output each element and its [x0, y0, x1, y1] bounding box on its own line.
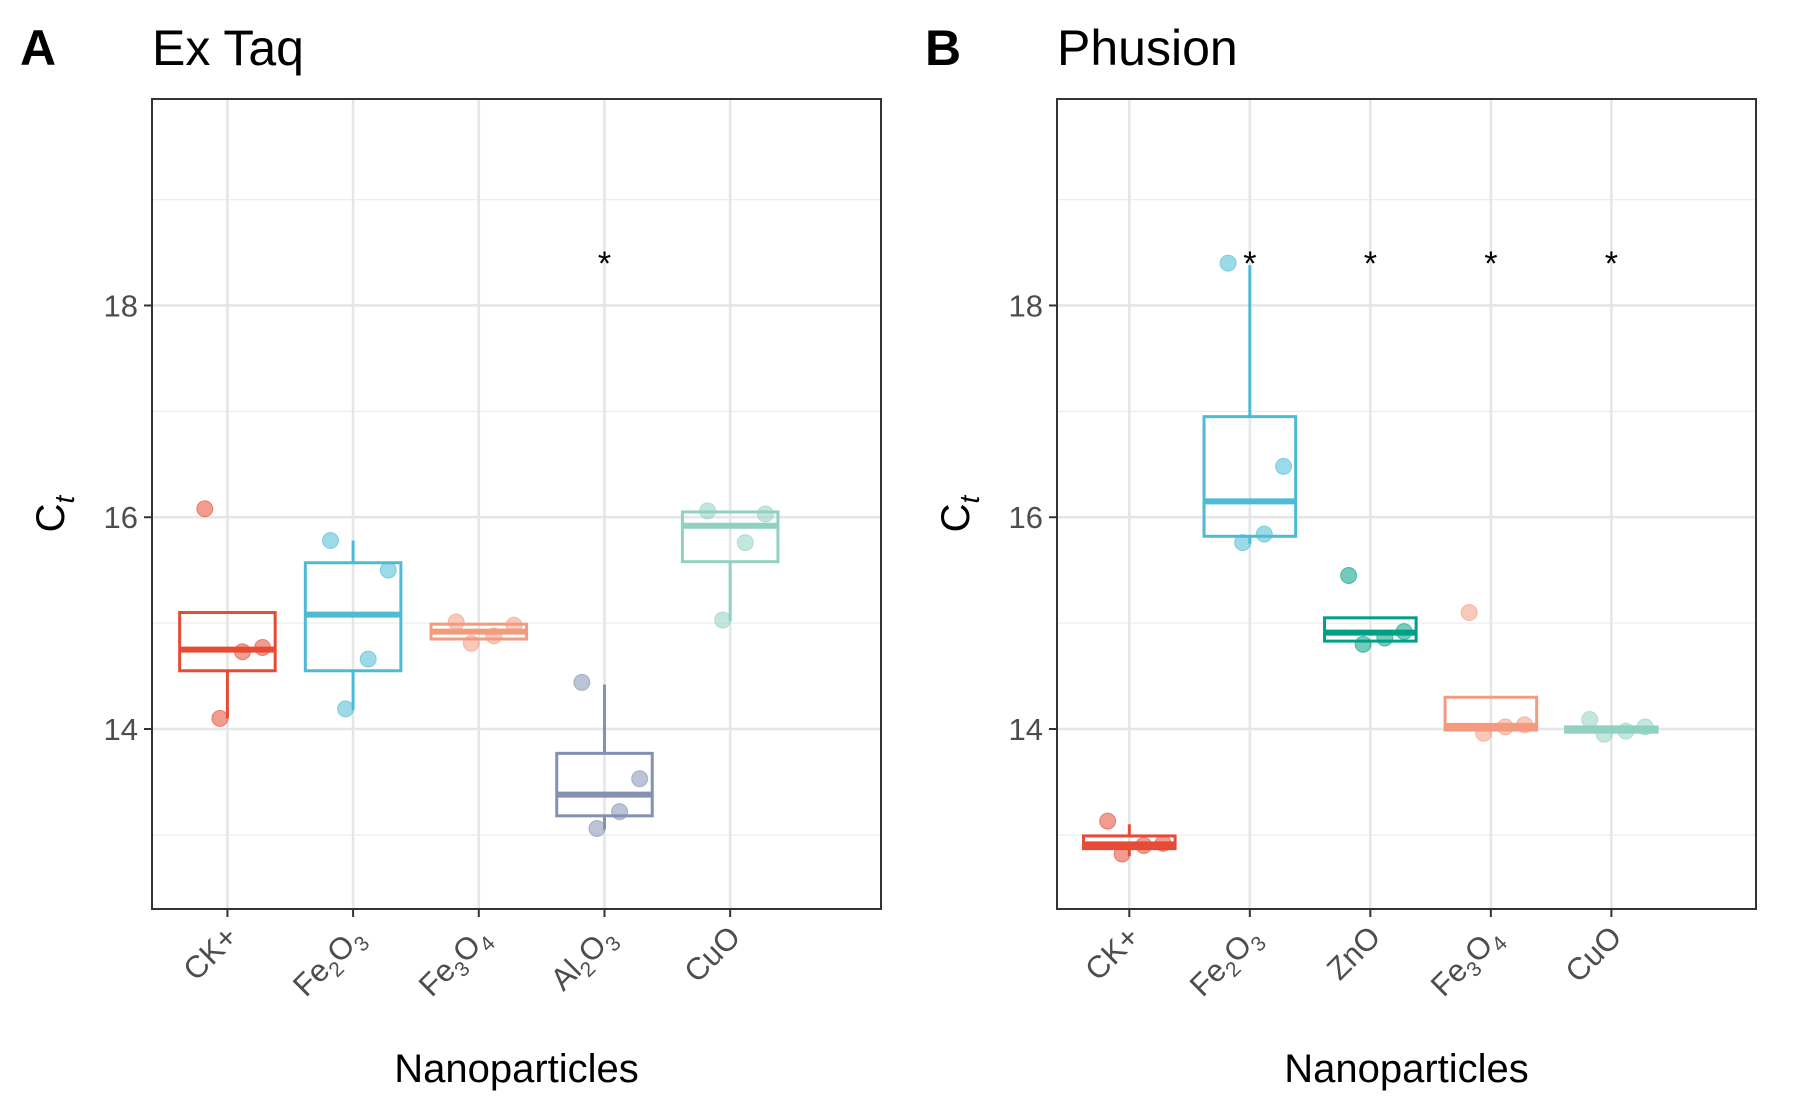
y-axis-title: Ct: [934, 494, 985, 532]
y-tick-label: 18: [104, 288, 138, 323]
data-point: [714, 611, 732, 629]
panel-a: * 14 16 18 CK+ Fe2O3 Fe3O4 Al2O3 CuO Nanoparticle…: [20, 20, 882, 1091]
x-tick-label: CuO: [677, 919, 747, 989]
panel-letter: B: [925, 20, 961, 76]
data-point: [699, 502, 717, 520]
data-point: [1154, 834, 1172, 852]
data-point: [359, 650, 377, 668]
data-point: [447, 613, 465, 631]
data-point: [1395, 623, 1413, 641]
significance-star: *: [598, 245, 611, 283]
data-point: [1636, 718, 1654, 736]
data-point: [1595, 725, 1613, 743]
data-point: [254, 638, 272, 656]
data-point: [588, 820, 606, 838]
data-point: [1340, 566, 1358, 584]
data-point: [1516, 716, 1534, 734]
data-point: [1135, 836, 1153, 854]
x-tick-label: ZnO: [1320, 919, 1387, 986]
y-axis-title-main: C: [934, 503, 978, 532]
data-point: [573, 673, 591, 691]
data-point: [736, 534, 754, 552]
box-fe3o4: *: [1443, 245, 1539, 742]
panel-b: * * * * 14 16 18 CK+ Fe2O3 ZnO Fe3O4 CuO Nanoparticl…: [925, 20, 1757, 1091]
data-point: [1376, 629, 1394, 647]
data-point: [1255, 525, 1273, 543]
box-cuo: [680, 502, 780, 629]
data-point: [379, 561, 397, 579]
panel-title: Phusion: [1057, 20, 1238, 76]
y-tick-label: 14: [1009, 712, 1043, 747]
significance-star: *: [1243, 245, 1256, 283]
plot-border: [151, 98, 882, 910]
significance-star: *: [1484, 245, 1497, 283]
box-fe2o3: [303, 532, 403, 718]
box-ckplus: [1082, 812, 1177, 863]
significance-star: *: [1605, 245, 1618, 283]
x-tick-label: CK+: [1078, 919, 1146, 987]
box-zno: *: [1323, 245, 1418, 653]
panel-letter: A: [20, 20, 56, 76]
data-point: [321, 532, 339, 550]
y-tick-label: 14: [104, 712, 138, 747]
y-tick-label: 16: [1009, 500, 1043, 535]
data-point: [1275, 457, 1293, 475]
data-point: [1354, 635, 1372, 653]
panel-title: Ex Taq: [152, 20, 304, 76]
y-axis-title-sub: t: [49, 494, 80, 503]
box-iqr: [1202, 415, 1298, 538]
plot-background: [152, 99, 881, 909]
box-ckplus: [178, 500, 277, 727]
box-cuo: *: [1564, 245, 1659, 743]
y-tick-label: 18: [1009, 288, 1043, 323]
data-point: [1581, 710, 1599, 728]
x-tick-label: Fe2O3: [1183, 919, 1271, 1007]
plot-border: [1056, 98, 1757, 910]
data-point: [462, 634, 480, 652]
data-point: [1496, 718, 1514, 736]
x-tick-label: Fe3O4: [1424, 919, 1512, 1007]
data-point: [505, 616, 523, 634]
x-tick-label: CuO: [1559, 919, 1629, 989]
data-point: [1234, 534, 1252, 552]
data-point: [1099, 812, 1117, 830]
data-point: [337, 700, 355, 718]
box-iqr: [555, 751, 654, 818]
data-point: [485, 627, 503, 645]
data-point: [196, 500, 214, 518]
data-point: [1460, 604, 1478, 622]
data-point: [756, 505, 774, 523]
x-tick-label: Fe3O4: [412, 919, 500, 1007]
data-point: [611, 803, 629, 821]
x-tick-label: Fe2O3: [286, 919, 374, 1007]
data-point: [233, 643, 251, 661]
significance-star: *: [1364, 245, 1377, 283]
x-axis-title: Nanoparticles: [394, 1047, 639, 1091]
data-point: [211, 709, 229, 727]
box-iqr: [178, 611, 277, 673]
data-point: [1617, 722, 1635, 740]
y-axis-title: Ct: [29, 494, 80, 532]
plot-background: [1057, 99, 1756, 909]
data-point: [631, 770, 649, 788]
y-tick-label: 16: [104, 500, 138, 535]
data-point: [1219, 254, 1237, 272]
y-axis-title-main: C: [29, 503, 73, 532]
y-axis-title-sub: t: [954, 494, 985, 503]
x-tick-label: CK+: [176, 919, 244, 987]
x-axis-title: Nanoparticles: [1284, 1047, 1529, 1091]
box-fe3o4: [429, 613, 529, 652]
data-point: [1475, 724, 1493, 742]
box-fe2o3: *: [1202, 245, 1298, 552]
data-point: [1113, 845, 1131, 863]
box-iqr: [680, 510, 780, 564]
box-al2o3: *: [555, 245, 654, 838]
x-tick-label: Al2O3: [544, 919, 626, 1001]
